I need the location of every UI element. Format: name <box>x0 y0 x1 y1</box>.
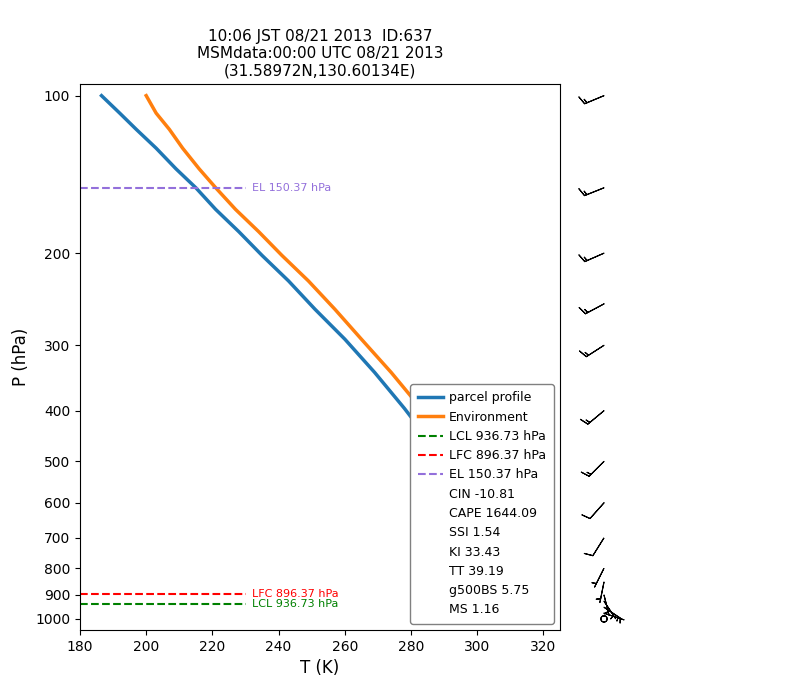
parcel profile <box>400 404 410 412</box>
Title: 10:06 JST 08/21 2013  ID:637
MSMdata:00:00 UTC 08/21 2013
(31.58972N,130.60134E): 10:06 JST 08/21 2013 ID:637 MSMdata:00:0… <box>197 29 443 78</box>
parcel profile <box>456 487 466 496</box>
Environment <box>194 164 204 173</box>
Line: Environment: Environment <box>146 96 487 605</box>
Environment <box>479 578 489 586</box>
Environment <box>473 533 482 542</box>
parcel profile <box>284 276 294 285</box>
parcel profile <box>340 335 350 344</box>
Environment <box>142 92 151 100</box>
parcel profile <box>370 368 379 377</box>
parcel profile <box>131 125 141 134</box>
Legend: parcel profile, Environment, LCL 936.73 hPa, LFC 896.37 hPa, EL 150.37 hPa, CIN : parcel profile, Environment, LCL 936.73 … <box>410 384 554 624</box>
Environment <box>178 144 187 153</box>
Environment <box>230 205 240 214</box>
Text: LFC 896.37 hPa: LFC 896.37 hPa <box>252 589 338 599</box>
Text: LCL 936.73 hPa: LCL 936.73 hPa <box>252 599 338 609</box>
Environment <box>151 109 161 118</box>
Environment <box>416 404 426 412</box>
parcel profile <box>469 533 478 542</box>
parcel profile <box>258 251 267 260</box>
Environment <box>482 601 492 609</box>
Environment <box>211 183 221 192</box>
parcel profile <box>430 443 439 452</box>
parcel profile <box>171 164 181 173</box>
Environment <box>330 305 340 314</box>
Environment <box>304 276 314 285</box>
parcel profile <box>310 305 320 314</box>
Environment <box>165 125 174 134</box>
Line: parcel profile: parcel profile <box>102 96 484 605</box>
parcel profile <box>234 228 244 236</box>
parcel profile <box>479 601 489 609</box>
parcel profile <box>151 144 161 153</box>
Environment <box>357 335 366 344</box>
parcel profile <box>191 183 201 192</box>
Environment <box>462 487 472 496</box>
parcel profile <box>476 578 486 586</box>
Environment <box>386 368 396 377</box>
X-axis label: T (K): T (K) <box>300 659 340 678</box>
Environment <box>254 228 263 236</box>
Text: EL 150.37 hPa: EL 150.37 hPa <box>252 183 331 193</box>
Environment <box>277 251 286 260</box>
parcel profile <box>211 205 221 214</box>
Y-axis label: P (hPa): P (hPa) <box>11 328 30 386</box>
parcel profile <box>115 109 125 118</box>
parcel profile <box>97 92 106 100</box>
Environment <box>442 443 452 452</box>
